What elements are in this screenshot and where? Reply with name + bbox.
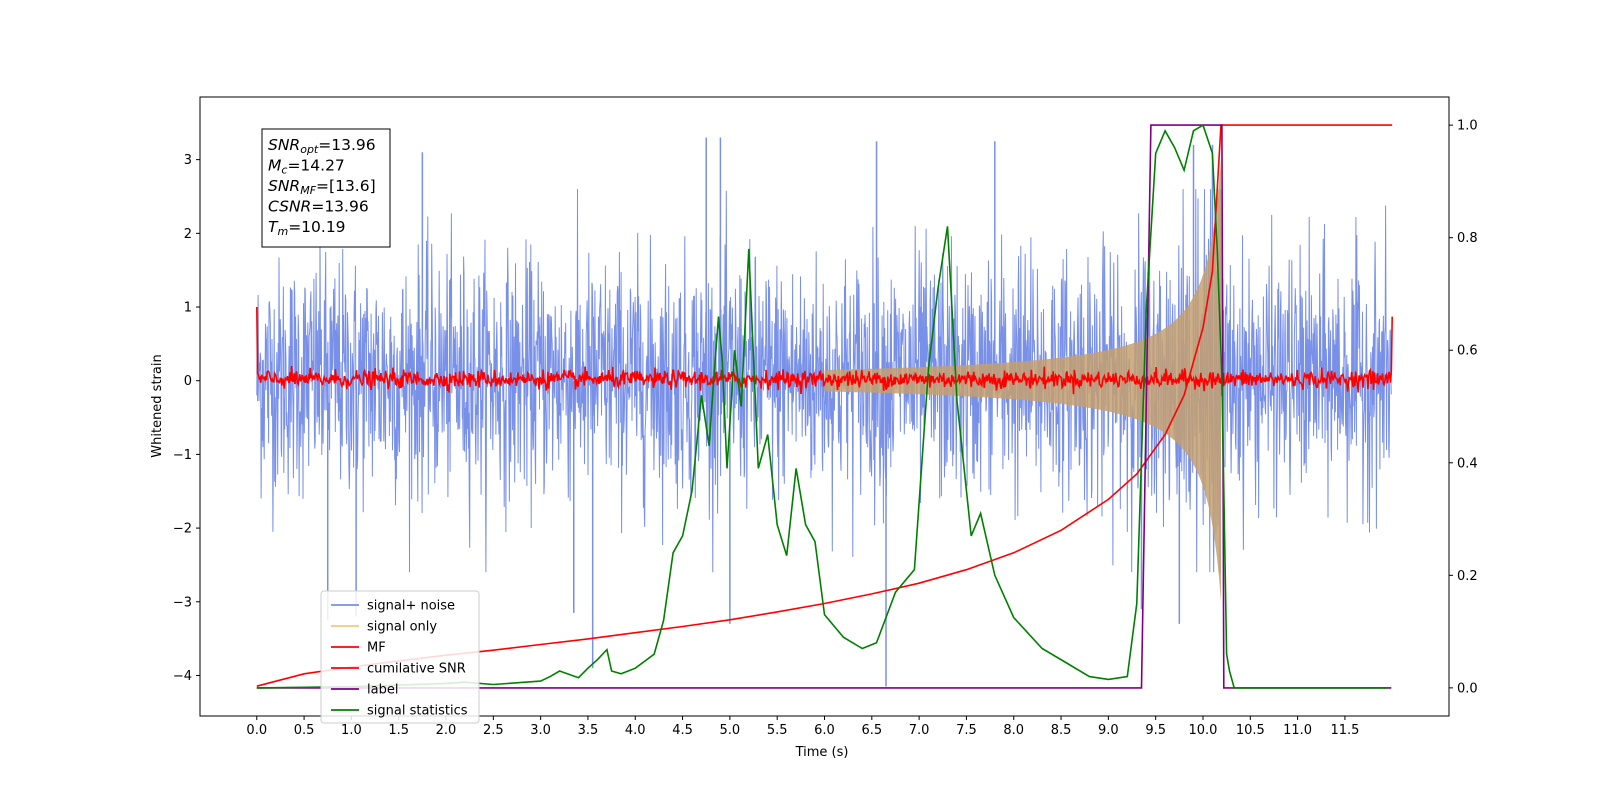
x-tick-label: 9.0 (1098, 723, 1119, 738)
legend: signal+ noise signal only MF cumilative SNR… (320, 590, 480, 724)
mf-line (256, 306, 1393, 395)
y-left-tick-label: −4 (173, 669, 192, 684)
x-tick-label: 8.0 (1003, 723, 1024, 738)
x-tick-label: 8.5 (1051, 723, 1072, 738)
y-left-tick-label: 1 (184, 301, 192, 316)
x-tick-label: 6.5 (861, 723, 882, 738)
y-right-tick-label: 0.8 (1457, 231, 1478, 246)
y-axis-left: 3 2 1 0 −1 −2 −3 −4 (173, 153, 200, 684)
x-tick-label: 9.5 (1145, 723, 1166, 738)
x-tick-label: 3.5 (578, 723, 599, 738)
y-right-tick-label: 0.0 (1457, 681, 1478, 696)
x-tick-label: 1.0 (341, 723, 362, 738)
signal-statistics-line (256, 123, 1388, 689)
x-axis-label: Time (s) (795, 745, 849, 760)
y-left-tick-label: 3 (184, 153, 192, 168)
y-left-tick-label: −3 (173, 595, 192, 610)
info-line: SNRopt=13.96 (268, 136, 376, 156)
x-tick-label: 0.5 (294, 723, 315, 738)
y-left-tick-label: −1 (173, 448, 192, 463)
y-axis-label: Whitened strain (150, 354, 165, 457)
info-line: CSNR=13.96 (268, 198, 369, 216)
x-tick-label: 4.5 (672, 723, 693, 738)
x-tick-label: 11.5 (1330, 723, 1359, 738)
y-axis-right: 1.0 0.8 0.6 0.4 0.2 0.0 (1449, 119, 1478, 696)
x-tick-label: 7.0 (909, 723, 930, 738)
info-line: Tm=10.19 (268, 218, 346, 238)
y-left-tick-label: 2 (184, 227, 192, 242)
x-tick-label: 2.0 (436, 723, 457, 738)
y-right-tick-label: 1.0 (1457, 119, 1478, 134)
x-tick-label: 11.0 (1283, 723, 1312, 738)
legend-label: MF (367, 641, 386, 656)
x-tick-label: 6.0 (814, 723, 835, 738)
legend-label: cumilative SNR (367, 662, 466, 677)
x-tick-label: 7.5 (956, 723, 977, 738)
x-tick-label: 3.0 (530, 723, 551, 738)
mf-trace (256, 306, 1393, 395)
info-box-frame (261, 128, 391, 248)
legend-label: signal+ noise (367, 599, 455, 614)
y-right-tick-label: 0.4 (1457, 456, 1478, 471)
y-left-tick-label: −2 (173, 522, 192, 537)
y-right-tick-label: 0.2 (1457, 569, 1478, 584)
y-right-tick-label: 0.6 (1457, 344, 1478, 359)
legend-label: signal statistics (367, 704, 468, 719)
legend-label: label (367, 683, 398, 698)
x-tick-label: 10.0 (1189, 723, 1218, 738)
x-tick-label: 10.5 (1236, 723, 1265, 738)
legend-frame (320, 590, 480, 724)
x-tick-label: 4.0 (625, 723, 646, 738)
x-tick-label: 0.0 (246, 723, 267, 738)
x-tick-label: 5.5 (767, 723, 788, 738)
x-axis: 0.0 0.5 1.0 1.5 2.0 2.5 3.0 3.5 4.0 4.5 5.0 5.5 6.0 6… (246, 716, 1359, 738)
info-line: SNRMF=[13.6] (268, 177, 376, 197)
info-line: Mc=14.27 (268, 157, 345, 177)
x-tick-label: 5.0 (720, 723, 741, 738)
legend-label: signal only (367, 620, 437, 635)
x-tick-label: 2.5 (483, 723, 504, 738)
plot-area (256, 123, 1393, 689)
info-box: SNRopt=13.96Mc=14.27SNRMF=[13.6]CSNR=13.… (261, 128, 391, 248)
x-tick-label: 1.5 (388, 723, 409, 738)
y-left-tick-label: 0 (184, 374, 192, 389)
